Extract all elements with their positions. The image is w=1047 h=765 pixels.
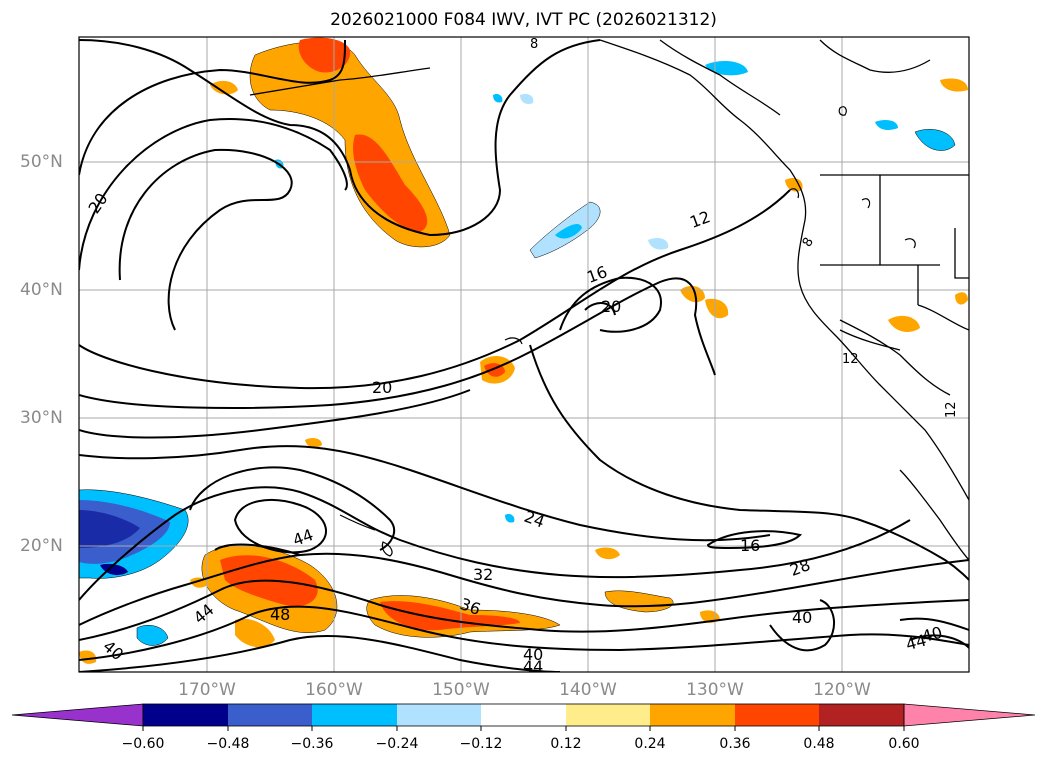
colorbar-label: 0.24 [634, 736, 666, 752]
contour-label: 40 [920, 623, 945, 647]
contour-label: 12 [842, 352, 859, 367]
coastlines [249, 39, 969, 561]
colorbar-label: 0.36 [719, 736, 751, 752]
lat-label-20n: 20°N [20, 536, 63, 556]
contour-label: 40 [523, 645, 543, 664]
iwv-contours [79, 39, 969, 672]
contour-label: 8 [530, 37, 538, 52]
colorbar-swatch [397, 704, 481, 726]
colorbar-label: 0.12 [550, 736, 582, 752]
lon-label-140w: 140°W [559, 680, 617, 700]
lon-label-160w: 160°W [305, 680, 363, 700]
colorbar-label: −0.24 [375, 736, 419, 752]
colorbar-swatch [481, 704, 566, 726]
contour-label: 40 [792, 608, 812, 627]
strong-anomaly-north [353, 134, 428, 232]
map-frame [78, 36, 970, 673]
strong-anomaly-south-central [380, 601, 520, 631]
colorbar-label: 0.48 [803, 736, 835, 752]
colorbar-swatch [735, 704, 819, 726]
colorbar-swatch [228, 704, 312, 726]
colorbar-max-extension [903, 703, 1036, 727]
colorbar-label: −0.36 [290, 736, 334, 752]
colorbar-min-extension [11, 703, 144, 727]
colorbar-label: −0.48 [206, 736, 250, 752]
colorbar-label: −0.12 [459, 736, 503, 752]
colorbar-swatch [650, 704, 735, 726]
colorbar-swatch [312, 704, 397, 726]
gridlines [79, 37, 969, 672]
contour-label: 20 [372, 378, 392, 397]
lat-label-30n: 30°N [20, 408, 63, 428]
colorbar-label: −0.60 [121, 736, 165, 752]
contour-label: 20 [601, 297, 621, 316]
lat-label-40n: 40°N [20, 280, 63, 300]
contour-label: 32 [473, 565, 493, 584]
lon-label-130w: 130°W [686, 680, 744, 700]
lon-label-170w: 170°W [178, 680, 236, 700]
lon-label-120w: 120°W [813, 680, 871, 700]
colorbar [11, 703, 1036, 731]
map-title: 2026021000 F084 IWV, IVT PC (2026021312) [330, 10, 717, 30]
colorbar-label: 0.60 [888, 736, 920, 752]
contour-label: 12 [944, 401, 959, 418]
colorbar-swatch [819, 704, 904, 726]
colorbar-swatch [143, 704, 228, 726]
contour-label: 48 [270, 605, 290, 624]
lat-label-50n: 50°N [20, 152, 63, 172]
contour-label: 44 [523, 657, 543, 676]
contour-label: 16 [740, 536, 760, 555]
colorbar-swatch [566, 704, 650, 726]
moderate-anomaly-north-top [298, 37, 351, 73]
contour-label: 44 [904, 631, 929, 655]
lon-label-150w: 150°W [432, 680, 490, 700]
islands [339, 106, 916, 557]
